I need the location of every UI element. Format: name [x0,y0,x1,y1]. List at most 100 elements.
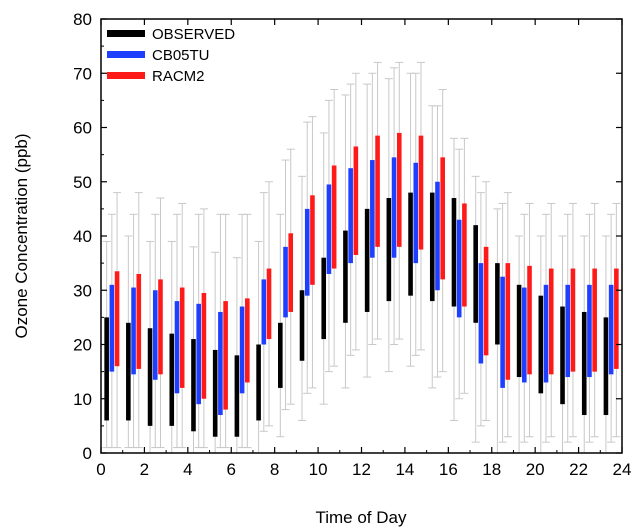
bar-observed [495,263,500,345]
bar-cb05tu [152,290,158,380]
y-tick-label: 50 [73,173,92,192]
x-tick-label: 6 [227,460,236,479]
bar-cb05tu [370,160,375,258]
bar-cb05tu [391,157,397,258]
bar-observed [581,311,587,416]
bar-racm2 [570,268,576,372]
bar-observed [256,344,261,421]
bar-cb05tu [565,284,571,378]
bar-cb05tu [326,184,332,274]
bar-racm2 [114,271,120,367]
bar-racm2 [483,246,489,356]
bar-cb05tu [196,303,201,405]
bar-cb05tu [543,284,549,383]
bar-observed [212,349,218,437]
bar-cb05tu [500,276,505,388]
whiskers-layer [102,61,621,454]
y-tick-label: 0 [83,444,92,463]
bar-racm2 [266,268,272,340]
bar-cb05tu [239,306,245,394]
x-tick-label: 22 [569,460,588,479]
bar-observed [299,290,305,361]
bar-observed [408,192,413,296]
bar-racm2 [331,165,337,269]
bar-racm2 [245,298,250,383]
bar-cb05tu [304,208,310,296]
bar-observed [191,339,196,432]
bar-cb05tu [587,284,592,378]
legend-swatch-observed [107,30,145,37]
bar-observed [429,192,435,302]
bar-cb05tu [261,279,267,345]
x-tick-label: 2 [140,460,149,479]
bar-observed [321,257,327,340]
bar-cb05tu [522,287,527,383]
bar-racm2 [353,146,359,255]
bar-observed [343,230,348,323]
x-tick-label: 8 [270,460,279,479]
x-tick-label: 12 [352,460,371,479]
bar-cb05tu [435,181,440,291]
y-tick-label: 40 [73,227,92,246]
legend-label-cb05tu: CB05TU [152,47,210,64]
x-tick-label: 10 [309,460,328,479]
bar-observed [451,198,457,307]
legend-label-racm2: RACM2 [152,68,205,85]
bar-racm2 [592,268,597,372]
bar-racm2 [548,268,554,375]
y-axis-label: Ozone Concentration (ppb) [12,133,31,338]
bar-racm2 [179,287,185,388]
legend: OBSERVED CB05TU RACM2 [107,26,235,85]
bar-racm2 [396,132,402,247]
x-tick-label: 0 [96,460,105,479]
x-tick-label: 20 [526,460,545,479]
y-tick-label: 80 [73,10,92,29]
x-tick-label: 24 [613,460,632,479]
bar-observed [538,295,544,394]
x-tick-labels: 0 2 4 6 8 10 12 14 16 18 20 22 24 [96,460,631,479]
bar-cb05tu [348,168,353,264]
bar-observed [516,284,522,378]
bar-observed [234,355,240,437]
bar-racm2 [440,157,445,280]
bar-racm2 [418,135,424,250]
y-tick-label: 70 [73,64,92,83]
bar-observed [386,198,392,302]
bar-racm2 [136,273,142,369]
bar-observed [364,208,370,312]
y-tick-label: 20 [73,336,92,355]
bar-racm2 [375,135,380,247]
x-tick-label: 14 [395,460,414,479]
legend-label-observed: OBSERVED [152,26,235,43]
bar-observed [147,328,153,426]
legend-swatch-cb05tu [107,51,145,58]
bar-observed [169,333,175,426]
bar-racm2 [505,263,511,380]
bar-observed [278,322,283,388]
bar-racm2 [310,195,315,285]
bar-racm2 [223,301,228,410]
x-axis-label: Time of Day [315,508,407,527]
bar-racm2 [462,203,467,307]
bar-observed [603,317,609,416]
bar-cb05tu [174,301,180,394]
bar-cb05tu [131,287,136,375]
bar-observed [560,306,565,405]
bar-cb05tu [456,219,462,318]
x-tick-label: 18 [482,460,501,479]
bar-observed [473,225,478,323]
axes [100,18,623,454]
y-tick-labels: 0 10 20 30 40 50 60 70 80 [73,10,92,463]
bar-cb05tu [218,311,223,416]
y-tick-label: 30 [73,281,92,300]
bar-observed [104,317,109,421]
bar-racm2 [527,265,532,375]
bar-cb05tu [283,246,288,318]
bars-layer [104,132,619,437]
bar-racm2 [614,268,619,369]
bar-racm2 [288,233,294,312]
bar-racm2 [158,279,163,375]
bar-cb05tu [478,263,484,364]
x-tick-label: 16 [439,460,458,479]
